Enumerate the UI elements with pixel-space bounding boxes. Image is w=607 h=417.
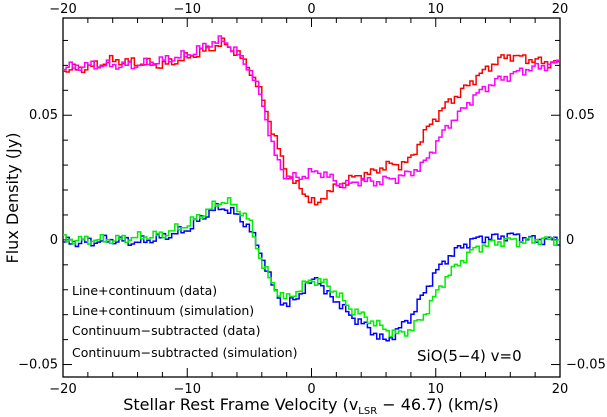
y-tick-label-right: 0.05: [566, 108, 595, 123]
x-tick-label-top: 20: [552, 2, 569, 17]
series-line-line-continuum-data: [63, 37, 560, 206]
y-tick-label-right: 0: [566, 233, 574, 248]
x-axis-title-suffix: − 46.7) (km/s): [377, 395, 499, 414]
series-line-line-continuum-simulation: [63, 35, 560, 189]
x-tick-label-top: 0: [307, 2, 315, 17]
axis-ticks: [62, 18, 561, 377]
legend-entry-line-continuum-simulation: Line+continuum (simulation): [72, 303, 254, 318]
x-axis-title-subscript: LSR: [358, 406, 377, 417]
y-tick-label-left: −0.05: [18, 358, 58, 373]
y-tick-label-left: 0.05: [29, 108, 58, 123]
legend-entry-continuum-subtracted-simulation: Continuum−subtracted (simulation): [72, 345, 297, 360]
legend-entry-line-continuum-data: Line+continuum (data): [72, 283, 217, 298]
series-line-continuum-subtracted-simulation: [63, 197, 560, 338]
x-tick-label-top: 10: [427, 2, 444, 17]
series-line-continuum-subtracted-data: [63, 202, 560, 342]
x-tick-label-bottom: −10: [174, 382, 201, 397]
legend: Line+continuum (data) Line+continuum (si…: [72, 283, 297, 360]
molecule-annotation: SiO(5−4) v=0: [417, 347, 522, 365]
x-tick-label-top: −10: [174, 2, 201, 17]
x-tick-label-bottom: −20: [49, 382, 76, 397]
x-axis-title-prefix: Stellar Rest Frame Velocity (v: [123, 395, 358, 414]
x-tick-label-bottom: 0: [307, 382, 315, 397]
tick-labels: −20 −20 −10 −10 0 0 10 10 20 20 0.05 0.05 0 0 −0.05 −0.…: [18, 2, 606, 397]
x-tick-label-bottom: 20: [552, 382, 569, 397]
x-tick-label-top: −20: [49, 2, 76, 17]
y-axis-title: Flux Density (Jy): [3, 133, 22, 264]
y-tick-label-right: −0.05: [566, 358, 606, 373]
x-tick-label-bottom: 10: [427, 382, 444, 397]
x-axis-title: Stellar Rest Frame Velocity (vLSR − 46.7…: [123, 395, 499, 417]
y-tick-label-left: 0: [50, 233, 58, 248]
series-layer: [63, 35, 560, 342]
legend-entry-continuum-subtracted-data: Continuum−subtracted (data): [72, 323, 260, 338]
